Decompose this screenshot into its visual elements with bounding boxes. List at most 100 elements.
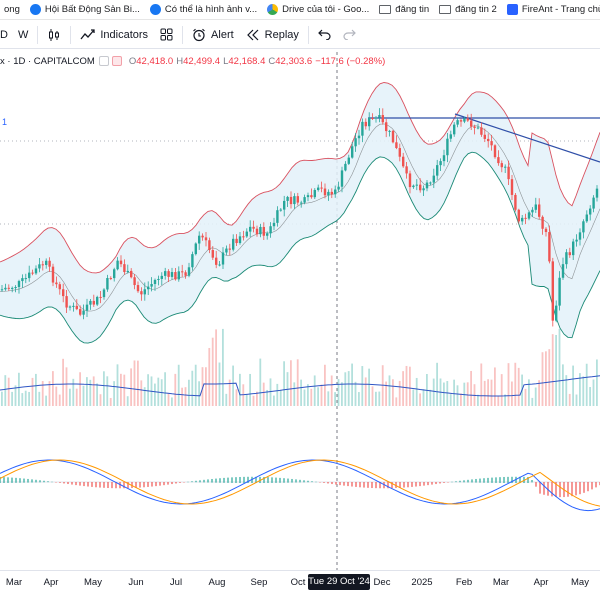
bookmark-label: đăng tin — [395, 4, 430, 15]
candle-body — [585, 214, 588, 222]
alert-button[interactable]: Alert — [186, 21, 240, 48]
candle-body — [130, 270, 133, 278]
bookmark-1[interactable]: Hội Bất Động Sản Bi... — [26, 0, 146, 19]
macd-histogram-bar — [219, 478, 221, 483]
macd-histogram-bar — [495, 477, 497, 483]
volume-bar — [103, 371, 105, 406]
redo-button[interactable] — [337, 21, 362, 48]
macd-histogram-bar — [575, 482, 577, 496]
time-label: Mar — [5, 577, 23, 588]
candle-body — [541, 216, 544, 229]
macd-histogram-bar — [159, 482, 161, 486]
candle-style-button[interactable] — [41, 21, 67, 48]
macd-histogram-bar — [7, 477, 9, 483]
candle-body — [476, 127, 480, 129]
macd-histogram-bar — [179, 482, 181, 483]
macd-histogram-bar — [195, 480, 197, 483]
bookmark-0[interactable]: ong — [0, 0, 26, 19]
bookmark-5[interactable]: đăng tin 2 — [435, 0, 503, 19]
candle-body — [551, 261, 554, 321]
candle-body — [194, 243, 197, 255]
volume-bar — [534, 387, 537, 406]
macd-histogram-bar — [107, 482, 109, 489]
volume-bar — [446, 381, 449, 406]
macd-histogram-bar — [155, 482, 157, 487]
candle-body — [96, 296, 99, 305]
candle-body — [385, 122, 388, 132]
replay-button[interactable]: Replay — [240, 21, 305, 48]
macd-histogram-bar — [227, 477, 229, 483]
candle-body — [371, 118, 374, 120]
high-value: 42,499.4 — [183, 55, 221, 67]
macd-histogram-bar — [571, 482, 573, 497]
macd-histogram-bar — [247, 476, 249, 484]
bookmark-6[interactable]: FireAnt - Trang chủ — [503, 0, 600, 19]
volume-bar — [130, 368, 132, 406]
candle-body — [262, 226, 265, 236]
macd-histogram-bar — [39, 480, 41, 483]
bookmark-label: đăng tin 2 — [455, 4, 497, 15]
macd-histogram-bar — [507, 476, 509, 484]
candle-body — [534, 204, 537, 210]
macd-histogram-bar — [499, 477, 501, 483]
bookmark-2[interactable]: Có thể là hình ảnh v... — [146, 0, 263, 19]
alarm-clock-icon — [192, 28, 206, 42]
candle-body — [109, 278, 112, 280]
candle-body — [327, 191, 330, 196]
volume-bar — [507, 363, 510, 406]
macd-histogram-bar — [459, 480, 461, 483]
candle-body — [575, 239, 578, 242]
macd-histogram-bar — [535, 482, 537, 487]
macd-histogram-bar — [447, 482, 449, 483]
macd-histogram-bar — [315, 481, 317, 483]
legend-sell-button[interactable] — [111, 56, 122, 66]
macd-histogram-bar — [479, 478, 481, 483]
volume-bar — [453, 379, 455, 406]
volume-bar — [99, 394, 102, 406]
legend-eye-button[interactable] — [98, 56, 109, 66]
templates-button[interactable] — [154, 21, 179, 48]
time-label: Sep — [250, 577, 268, 588]
indicators-button[interactable]: Indicators — [74, 21, 154, 48]
price-chart[interactable] — [0, 52, 600, 570]
macd-histogram-bar — [91, 482, 93, 487]
volume-bar — [69, 388, 71, 406]
bollinger-upper-band — [0, 82, 600, 274]
bookmark-4[interactable]: đăng tin — [375, 0, 435, 19]
chart-toolbar: D W Indicators Alert Replay — [0, 21, 600, 49]
time-axis[interactable]: Mar Apr May Jun Jul Aug Sep Oct Dec 2025… — [0, 570, 600, 600]
volume-bar — [497, 396, 500, 406]
undo-button[interactable] — [312, 21, 337, 48]
candle-body — [487, 138, 490, 142]
candle-body — [507, 166, 510, 180]
volume-bar — [456, 385, 459, 406]
chart-legend: x · 1D · CAPITALCOM O 42,418.0 H 42,499.… — [0, 54, 388, 68]
macd-histogram-bar — [31, 479, 33, 483]
candle-body — [589, 208, 592, 215]
interval-d-button[interactable]: D — [0, 21, 12, 48]
candle-body — [351, 146, 354, 158]
indicators-icon — [80, 28, 95, 41]
volume-bar — [154, 383, 156, 406]
volume-bar — [313, 375, 316, 406]
time-label: May — [84, 577, 102, 588]
volume-bar — [86, 377, 88, 406]
candle-body — [17, 281, 21, 288]
interval-w-button[interactable]: W — [12, 21, 34, 48]
time-label: 2025 — [411, 577, 433, 588]
candle-body — [126, 270, 129, 273]
bookmark-label: FireAnt - Trang chủ — [521, 4, 600, 15]
volume-bar — [235, 389, 238, 406]
macd-histogram-bar — [299, 479, 301, 483]
candle-body — [578, 232, 582, 240]
volume-bar — [7, 377, 10, 406]
volume-bar — [296, 359, 299, 406]
volume-bar — [194, 364, 197, 406]
macd-histogram-bar — [439, 482, 441, 484]
time-label: Mar — [492, 577, 510, 588]
volume-bar — [330, 375, 333, 406]
bookmark-label: Có thể là hình ảnh v... — [164, 4, 258, 15]
bookmark-3[interactable]: Drive của tôi - Goo... — [263, 0, 375, 19]
volume-bar — [174, 373, 177, 406]
macd-histogram-bar — [203, 479, 205, 483]
